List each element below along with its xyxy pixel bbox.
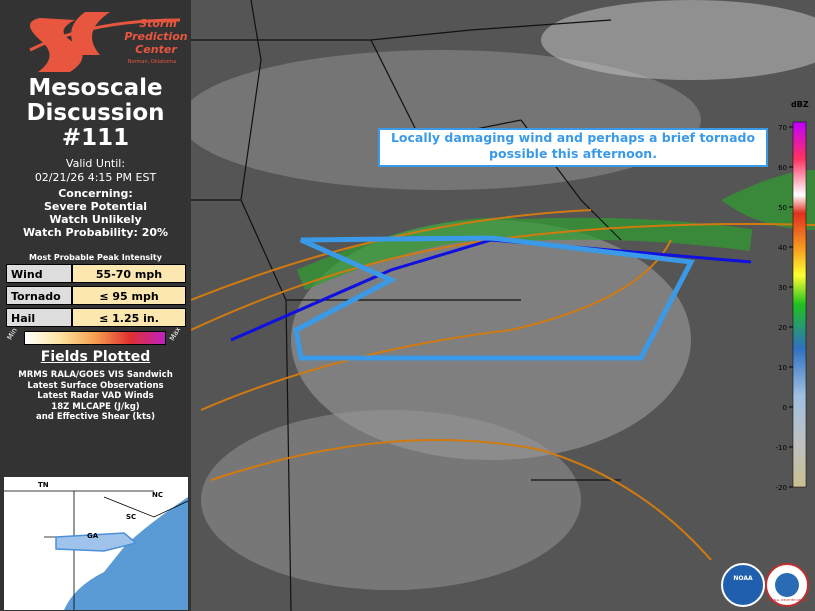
logo-text: Prediction <box>124 30 187 43</box>
logo-text: Storm <box>139 17 177 30</box>
colorbar-tick-label: 60 <box>778 164 787 172</box>
colorbar-tick-label: 10 <box>778 364 787 372</box>
colorbar-tick-label: 20 <box>778 324 787 332</box>
intensity-label: Hail <box>6 308 72 327</box>
state-label: SC <box>126 513 136 521</box>
scale-min: Min <box>5 326 19 342</box>
intensity-label: Tornado <box>6 286 72 305</box>
intensity-label: Wind <box>6 264 72 283</box>
colorbar-unit: dBZ <box>791 100 809 109</box>
colorbar-tick-label: 0 <box>783 404 787 412</box>
annotation-line: Locally damaging wind and perhaps a brie… <box>390 130 756 145</box>
field-line: Latest Radar VAD Winds <box>37 391 154 401</box>
colorbar <box>792 121 807 488</box>
concerning: Concerning: Severe Potential Watch Unlikel… <box>0 187 191 239</box>
intensity-row: Hail ≤ 1.25 in. <box>6 308 186 327</box>
fields-list: MRMS RALA/GOES VIS Sandwich Latest Surfac… <box>0 370 191 423</box>
intensity-table: Wind 55-70 mph Tornado ≤ 95 mph Hail ≤ 1.25 i… <box>6 264 186 330</box>
concerning-line: Watch Unlikely <box>49 213 142 226</box>
intensity-row: Wind 55-70 mph <box>6 264 186 283</box>
state-label: GA <box>87 532 99 540</box>
md-number: #111 <box>61 125 130 151</box>
intensity-value: ≤ 95 mph <box>72 286 186 305</box>
title-line: Mesoscale <box>28 75 163 101</box>
concerning-label: Concerning: <box>58 187 133 200</box>
colorbar-tick-label: 50 <box>778 204 787 212</box>
valid-label: Valid Until: <box>65 157 126 170</box>
field-line: 18Z MLCAPE (J/kg) <box>51 401 140 412</box>
colorbar-tick-label: 70 <box>778 124 787 132</box>
map: dBZ 70 60 50 40 30 20 10 0 -10 -20 NOAA NATIONAL WEA… <box>191 0 815 611</box>
valid-time: 02/21/26 4:15 PM EST <box>34 171 157 184</box>
noaa-logo <box>721 563 765 607</box>
side-panel: Storm Prediction Center Norman, Oklahoma… <box>0 0 191 611</box>
field-line: Latest Surface Observations <box>27 380 164 391</box>
inset-map: TN NC SC GA <box>4 477 188 610</box>
intensity-scale: Min Max <box>5 325 186 346</box>
intensity-row: Tornado ≤ 95 mph <box>6 286 186 305</box>
annotation-line: possible this afternoon. <box>489 146 657 161</box>
title-line: Discussion <box>26 100 165 126</box>
scale-bar <box>24 331 166 345</box>
spc-logo: Storm Prediction Center Norman, Oklahoma <box>29 12 188 72</box>
state-label: NC <box>152 491 163 499</box>
colorbar-tick-label: -20 <box>776 484 787 492</box>
intensity-title: Most Probable Peak Intensity <box>29 253 162 262</box>
title: Mesoscale Discussion #111 <box>0 76 191 151</box>
concerning-line: Severe Potential <box>43 200 148 213</box>
field-line: MRMS RALA/GOES VIS Sandwich <box>18 370 173 380</box>
logo-text: Center <box>135 43 177 56</box>
intensity-value: ≤ 1.25 in. <box>72 308 186 327</box>
concerning-line: Watch Probability: 20% <box>22 226 169 239</box>
valid: Valid Until: 02/21/26 4:15 PM EST <box>0 157 191 185</box>
noaa-label: NOAA <box>733 575 753 582</box>
colorbar-tick-label: 30 <box>778 284 787 292</box>
nws-label: NATIONAL WEATHER SERVICE <box>765 598 810 602</box>
logo-sub: Norman, Oklahoma <box>128 59 177 65</box>
field-line: and Effective Shear (kts) <box>36 412 155 422</box>
colorbar-tick-label: -10 <box>776 444 787 452</box>
colorbar-tick-label: 40 <box>778 244 787 252</box>
annotation: Locally damaging wind and perhaps a brie… <box>378 128 768 167</box>
state-label: TN <box>38 481 49 489</box>
intensity-value: 55-70 mph <box>72 264 186 283</box>
scale-max: Max <box>168 325 183 343</box>
fields-title: Fields Plotted <box>40 349 151 365</box>
